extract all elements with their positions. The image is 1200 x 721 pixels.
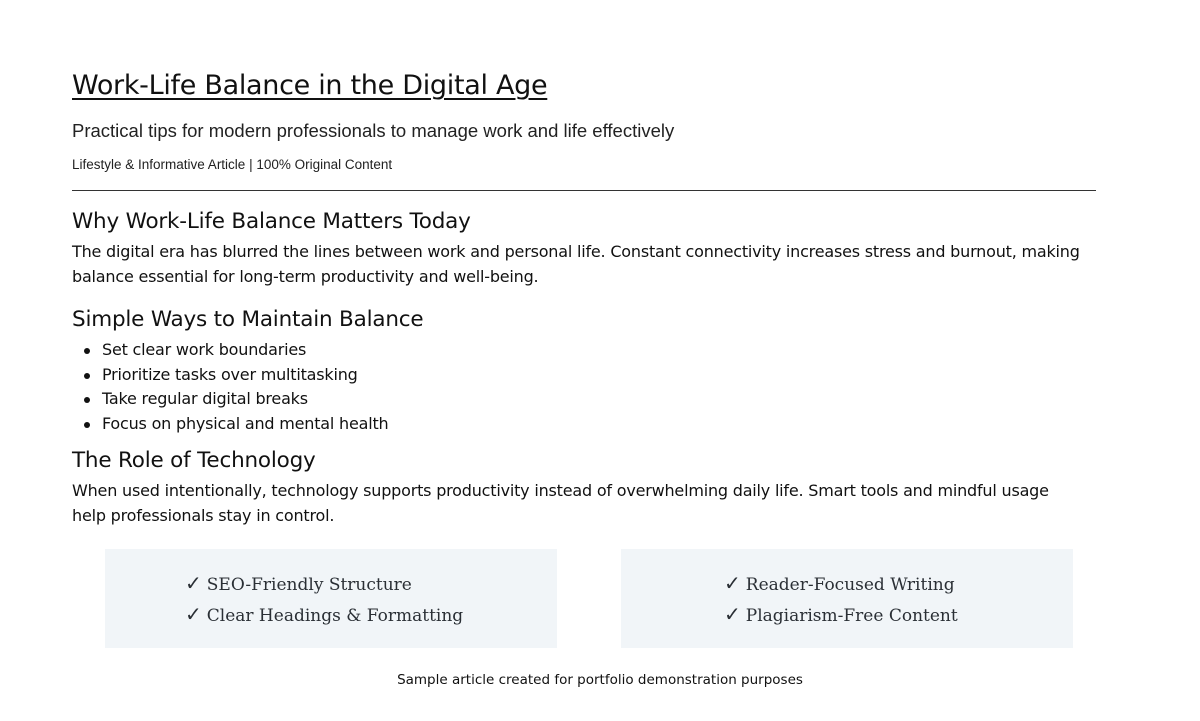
list-item: Focus on physical and mental health [84,412,389,437]
checkmark-icon: ✓ [724,571,741,595]
feature-box-left: ✓ SEO-Friendly Structure ✓ Clear Headings … [105,549,557,648]
list-item: Take regular digital breaks [84,387,389,412]
feature-item: ✓ Reader-Focused Writing [724,571,955,595]
feature-box-right: ✓ Reader-Focused Writing ✓ Plagiarism-Free… [621,549,1073,648]
footer-note: Sample article created for portfolio dem… [397,672,803,688]
list-item: Prioritize tasks over multitasking [84,363,389,388]
feature-item: ✓ Clear Headings & Formatting [185,602,464,626]
section-heading-technology: The Role of Technology [72,448,316,473]
checkmark-icon: ✓ [185,602,202,626]
article-meta: Lifestyle & Informative Article | 100% O… [72,157,393,172]
article-subtitle: Practical tips for modern professionals … [72,120,675,141]
checkmark-icon: ✓ [185,571,202,595]
section-body-why: The digital era has blurred the lines be… [72,242,1080,286]
section-heading-ways: Simple Ways to Maintain Balance [72,307,424,332]
feature-item: ✓ Plagiarism-Free Content [724,602,958,626]
article-title: Work-Life Balance in the Digital Age [72,70,548,101]
checkmark-icon: ✓ [724,602,741,626]
section-body-technology: When used intentionally, technology supp… [72,481,1049,525]
list-item: Set clear work boundaries [84,338,389,363]
tips-list: Set clear work boundaries Prioritize tas… [84,338,389,436]
feature-item: ✓ SEO-Friendly Structure [185,571,412,595]
section-heading-why: Why Work-Life Balance Matters Today [72,209,471,234]
divider [72,190,1096,191]
